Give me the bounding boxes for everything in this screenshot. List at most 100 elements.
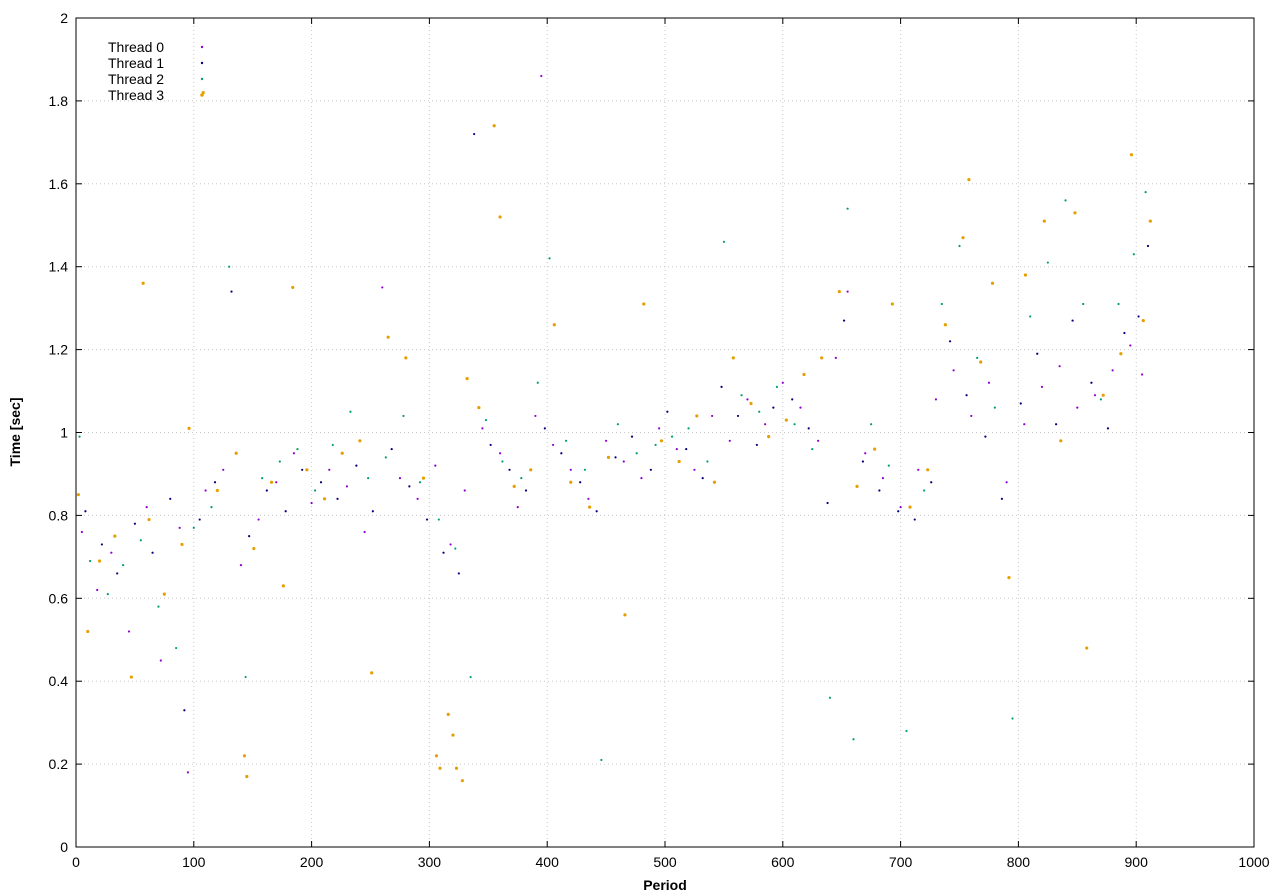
data-point	[993, 406, 996, 409]
y-tick-label: 1.4	[49, 259, 69, 275]
data-point	[498, 452, 502, 455]
data-point	[384, 456, 387, 459]
data-point	[642, 302, 646, 306]
data-point	[451, 733, 455, 737]
data-point	[230, 290, 233, 293]
data-point	[899, 506, 902, 509]
data-point	[834, 356, 837, 359]
data-point	[437, 518, 440, 521]
x-tick-label: 600	[771, 854, 795, 870]
data-point	[1054, 423, 1058, 426]
data-point	[457, 572, 460, 575]
data-point	[595, 510, 598, 513]
data-point	[793, 423, 796, 426]
data-point	[764, 423, 767, 426]
data-point	[666, 410, 669, 413]
data-point	[685, 447, 688, 451]
data-point	[331, 443, 334, 447]
data-point	[614, 456, 617, 459]
data-point	[449, 543, 452, 546]
data-point	[133, 522, 136, 525]
x-tick-label: 100	[182, 854, 206, 870]
data-point	[536, 381, 539, 384]
data-point	[1129, 153, 1134, 157]
data-point	[675, 447, 678, 451]
data-point	[460, 779, 464, 783]
data-point	[605, 439, 608, 442]
data-point	[1111, 369, 1114, 372]
data-point	[908, 505, 912, 509]
data-point	[1137, 315, 1140, 318]
series-3	[76, 91, 1152, 783]
data-point	[1129, 344, 1132, 347]
data-point	[524, 489, 528, 492]
x-tick-label: 900	[1125, 854, 1149, 870]
data-point	[970, 414, 973, 418]
data-point	[76, 493, 80, 497]
data-point	[543, 427, 546, 430]
data-point	[890, 302, 894, 306]
data-point	[520, 476, 523, 480]
data-point	[291, 285, 295, 290]
data-point	[328, 468, 331, 471]
data-point	[1076, 406, 1079, 409]
data-point	[473, 132, 476, 136]
data-point	[781, 381, 784, 384]
data-point	[404, 356, 408, 360]
data-point	[1064, 199, 1067, 202]
data-point	[498, 215, 502, 219]
y-tick-label: 1	[60, 425, 68, 441]
data-point	[151, 551, 154, 554]
data-point	[600, 758, 603, 762]
data-point	[772, 406, 775, 409]
y-tick-label: 2	[60, 10, 68, 26]
y-tick-label: 0.8	[49, 507, 69, 523]
y-tick-label: 0.2	[49, 756, 69, 772]
data-point	[1117, 302, 1120, 306]
data-point	[635, 452, 638, 455]
legend-label: Thread 0	[108, 39, 164, 55]
data-point	[381, 286, 384, 289]
data-point	[244, 675, 247, 679]
data-point	[89, 559, 92, 563]
data-point	[1123, 331, 1126, 335]
data-point	[820, 356, 824, 360]
data-point	[489, 443, 492, 447]
series-0	[80, 74, 1144, 774]
data-point	[583, 468, 586, 471]
data-point	[958, 244, 961, 248]
data-point	[701, 476, 704, 480]
y-tick-label: 1.2	[49, 342, 69, 358]
data-point	[564, 439, 568, 442]
data-point	[887, 464, 890, 467]
data-point	[305, 468, 309, 472]
data-point	[1036, 352, 1039, 355]
x-tick-label: 200	[300, 854, 324, 870]
data-point	[712, 480, 717, 484]
data-point	[1073, 211, 1077, 215]
data-point	[162, 592, 166, 596]
data-point	[454, 766, 459, 770]
x-tick-label: 500	[653, 854, 677, 870]
data-point	[878, 489, 881, 492]
data-point	[501, 460, 504, 463]
y-tick-label: 0.4	[49, 673, 69, 689]
data-point	[186, 771, 190, 774]
legend-label: Thread 2	[108, 71, 164, 87]
data-point	[961, 236, 965, 240]
data-point	[826, 501, 829, 505]
data-point	[758, 410, 761, 413]
data-point	[616, 423, 619, 426]
data-point	[1000, 497, 1004, 500]
data-point	[987, 381, 991, 384]
data-point	[711, 414, 714, 418]
data-point	[180, 542, 184, 547]
data-point	[477, 406, 481, 410]
data-point	[720, 385, 723, 389]
data-point	[418, 481, 422, 484]
data-point	[340, 451, 344, 455]
data-point	[96, 588, 99, 592]
data-point	[952, 369, 955, 372]
data-point	[1085, 646, 1089, 650]
data-point	[127, 630, 131, 633]
